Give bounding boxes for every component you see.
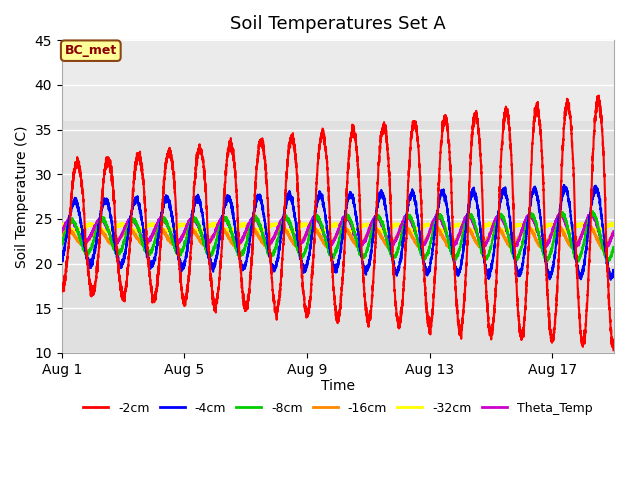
X-axis label: Time: Time	[321, 380, 355, 394]
Y-axis label: Soil Temperature (C): Soil Temperature (C)	[15, 125, 29, 268]
Bar	[62, 40, 614, 120]
Text: BC_met: BC_met	[65, 44, 117, 57]
Title: Soil Temperatures Set A: Soil Temperatures Set A	[230, 15, 445, 33]
Legend: -2cm, -4cm, -8cm, -16cm, -32cm, Theta_Temp: -2cm, -4cm, -8cm, -16cm, -32cm, Theta_Te…	[78, 397, 597, 420]
